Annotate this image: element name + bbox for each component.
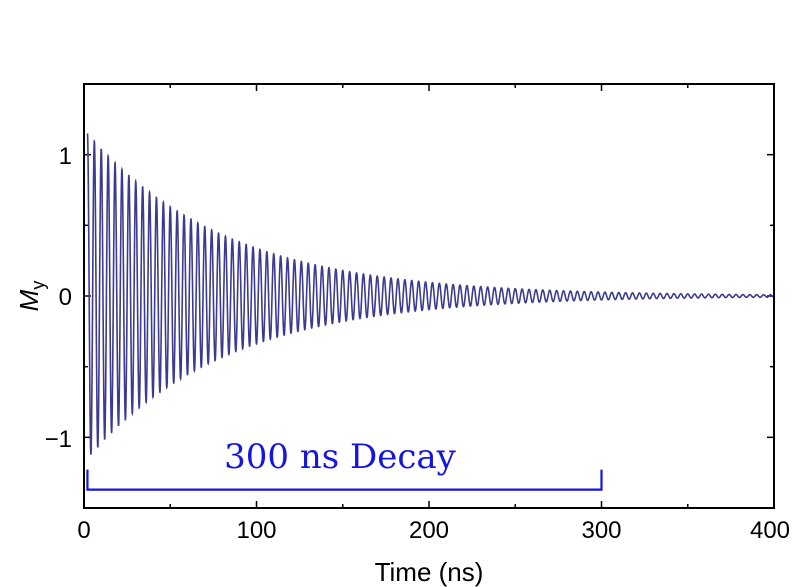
- x-tick-label: 200: [409, 517, 449, 544]
- x-tick-label: 100: [236, 517, 276, 544]
- y-tick-label: −1: [45, 426, 72, 453]
- svg-text:My: My: [14, 281, 48, 312]
- decay-annotation-label: 300 ns Decay: [224, 437, 457, 477]
- y-axis-title-main: M: [14, 289, 44, 311]
- signal-series-line: [86, 133, 775, 455]
- x-tick-label: 400: [750, 517, 790, 544]
- y-axis-title: My: [14, 281, 48, 312]
- y-tick-label: 0: [59, 284, 72, 311]
- plot-frame: [83, 83, 775, 509]
- y-tick-label: 1: [59, 143, 72, 170]
- x-axis-title: Time (ns): [375, 557, 484, 587]
- y-axis-title-subscript: y: [28, 281, 48, 290]
- decay-bracket: [86, 469, 603, 491]
- x-tick-label: 0: [77, 517, 90, 544]
- x-tick-label: 300: [581, 517, 621, 544]
